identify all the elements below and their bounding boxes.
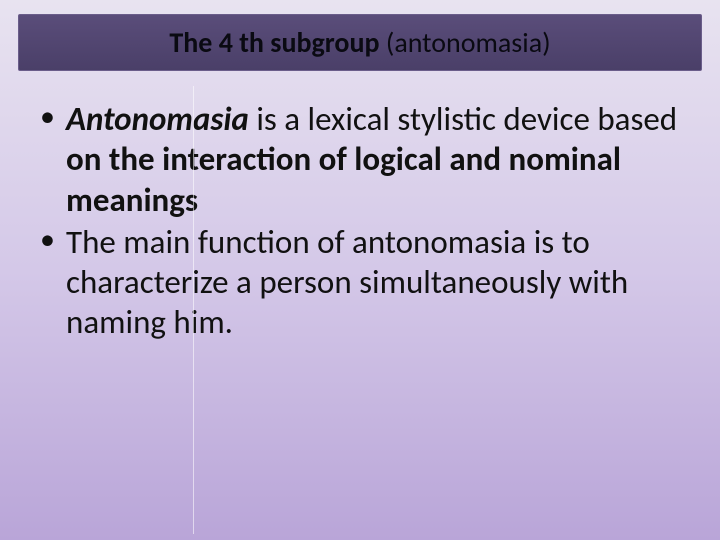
slide-title-bold: The 4 th subgroup [169, 25, 379, 60]
title-bar: The 4 th subgroup (antonomasia) [18, 14, 702, 71]
text-run: The main function of antonomasia is to c… [66, 222, 628, 343]
slide-title-rest: (antonomasia) [380, 25, 551, 60]
text-run: is a lexical stylistic device based [249, 99, 677, 139]
list-item: The main function of antonomasia is to c… [36, 222, 684, 343]
text-run: Antonomasia [66, 99, 249, 139]
slide-content: Antonomasia is a lexical stylistic devic… [0, 71, 720, 343]
text-run: on the interaction of logical and nomina… [66, 139, 621, 219]
list-item: Antonomasia is a lexical stylistic devic… [36, 99, 684, 220]
bullet-list: Antonomasia is a lexical stylistic devic… [36, 99, 684, 343]
slide-title: The 4 th subgroup (antonomasia) [169, 25, 550, 60]
